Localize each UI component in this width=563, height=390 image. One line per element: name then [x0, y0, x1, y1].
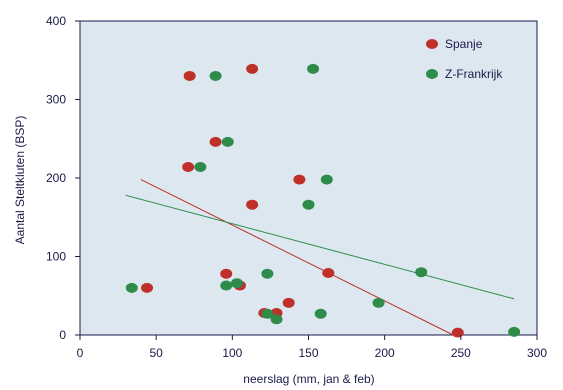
data-point: [194, 162, 207, 173]
data-points: [125, 63, 521, 338]
data-point: [270, 314, 283, 325]
data-point: [314, 308, 327, 319]
plot-area: [79, 20, 538, 336]
y-ticks: 0 100 200 300 400: [46, 14, 80, 342]
trend-line-spanje: [140, 179, 454, 336]
data-point: [182, 162, 195, 173]
legend-label: Z-Frankrijk: [445, 67, 503, 81]
data-point: [221, 136, 234, 147]
legend-marker: [426, 39, 438, 49]
y-axis-title: Aantal Steltkluten (BSP): [13, 116, 27, 245]
legend: Spanje Z-Frankrijk: [426, 37, 503, 81]
data-point: [220, 268, 233, 279]
x-tick-label: 0: [77, 346, 84, 360]
data-point: [451, 327, 464, 338]
x-tick-label: 250: [451, 346, 471, 360]
data-point: [246, 63, 259, 74]
data-point: [320, 174, 333, 185]
data-point: [261, 308, 274, 319]
data-point: [261, 268, 274, 279]
data-point: [220, 280, 233, 291]
y-tick-label: 0: [59, 328, 66, 342]
x-ticks: 0 50 100 150 200 250 300: [77, 335, 547, 360]
x-axis-title: neerslag (mm, jan & feb): [243, 372, 374, 386]
y-tick-label: 200: [46, 171, 66, 185]
data-point: [302, 199, 315, 210]
data-point: [508, 326, 521, 337]
x-tick-label: 50: [149, 346, 163, 360]
y-tick-label: 300: [46, 93, 66, 107]
x-tick-label: 100: [222, 346, 242, 360]
data-point: [293, 174, 306, 185]
legend-marker: [426, 69, 438, 79]
y-tick-label: 100: [46, 250, 66, 264]
data-point: [141, 282, 154, 293]
x-tick-label: 150: [298, 346, 318, 360]
data-point: [125, 282, 138, 293]
y-tick-label: 400: [46, 14, 66, 28]
data-point: [246, 199, 259, 210]
data-point: [282, 297, 295, 308]
x-tick-label: 200: [375, 346, 395, 360]
data-point: [307, 63, 320, 74]
x-tick-label: 300: [527, 346, 547, 360]
data-point: [183, 70, 196, 81]
data-point: [322, 267, 335, 278]
data-point: [372, 297, 385, 308]
trend-lines: [125, 179, 515, 336]
trend-line-z-frankrijk: [125, 194, 515, 300]
data-point: [209, 136, 222, 147]
data-point: [230, 278, 243, 289]
data-point: [209, 70, 222, 81]
data-point: [415, 267, 428, 278]
legend-label: Spanje: [445, 37, 483, 51]
